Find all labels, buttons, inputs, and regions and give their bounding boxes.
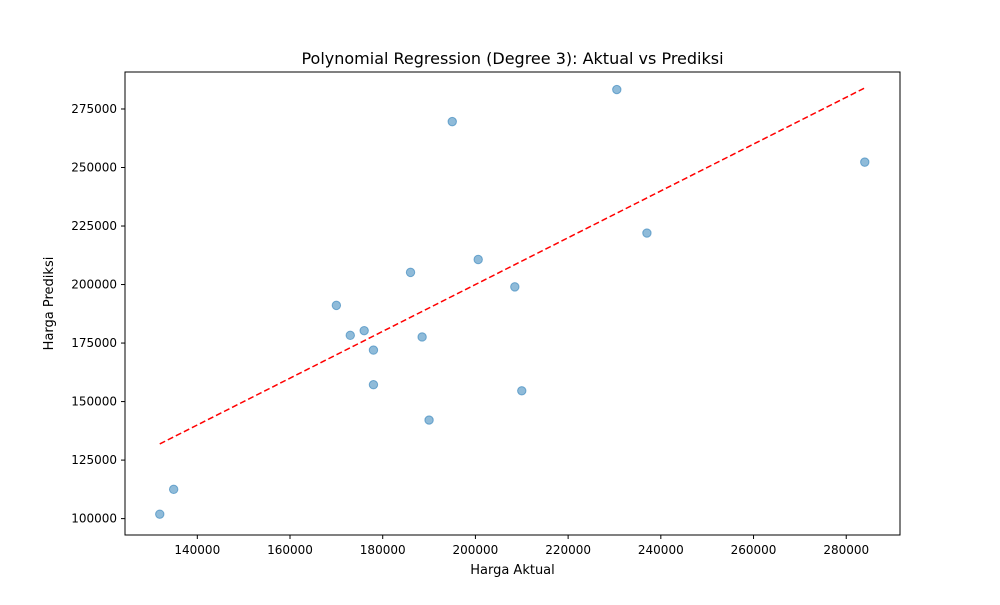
y-tick-label: 150000: [71, 395, 117, 409]
data-point: [345, 330, 355, 341]
data-point: [359, 325, 369, 336]
y-tick-label: 100000: [71, 512, 117, 526]
data-point: [424, 415, 434, 425]
x-tick-label: 240000: [638, 543, 684, 557]
x-tick-label: 280000: [823, 543, 869, 557]
data-point: [155, 509, 165, 519]
y-tick-label: 225000: [71, 219, 117, 233]
x-tick-label: 160000: [267, 543, 313, 557]
chart-title: Polynomial Regression (Degree 3): Aktual…: [301, 49, 723, 68]
y-tick-label: 125000: [71, 453, 117, 467]
data-point: [517, 386, 527, 396]
reference-line: [159, 87, 866, 445]
x-axis-label: Harga Aktual: [470, 563, 555, 578]
data-point: [612, 84, 622, 95]
data-point: [473, 254, 483, 265]
y-axis: 100000 125000 150000 175000 200000 225000 2500…: [71, 102, 125, 526]
data-point: [447, 116, 457, 127]
y-tick-label: 200000: [71, 278, 117, 292]
data-point: [368, 345, 379, 355]
y-tick-label: 275000: [71, 102, 117, 116]
data-point: [510, 282, 520, 292]
data-point: [417, 332, 427, 342]
data-point: [331, 300, 342, 311]
y-axis-label: Harga Prediksi: [42, 257, 57, 351]
x-tick-label: 180000: [360, 543, 406, 557]
y-tick-label: 250000: [71, 161, 117, 175]
y-tick-label: 175000: [71, 336, 117, 350]
data-point: [368, 380, 379, 390]
x-tick-label: 260000: [731, 543, 777, 557]
plot-area: [155, 84, 870, 519]
x-tick-label: 140000: [174, 543, 220, 557]
data-point: [405, 267, 416, 278]
axes-frame: [124, 71, 901, 536]
x-tick-label: 220000: [545, 543, 591, 557]
data-point: [860, 157, 870, 167]
x-axis: 140000 160000 180000 200000 220000 240000 2600…: [174, 535, 869, 557]
data-point: [168, 484, 179, 495]
data-point: [642, 228, 652, 238]
x-tick-label: 200000: [453, 543, 499, 557]
